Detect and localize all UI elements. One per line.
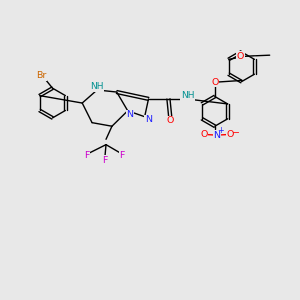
Text: NH: NH [181,92,194,100]
Text: F: F [102,156,107,165]
Text: N: N [213,130,220,140]
Text: −: − [232,127,241,136]
Text: O: O [226,130,234,139]
Text: Br: Br [36,71,46,80]
Text: N: N [145,115,152,124]
Text: O: O [200,130,208,139]
Text: F: F [119,151,124,160]
Text: N: N [127,110,134,119]
Text: O: O [167,116,174,125]
Text: NH: NH [90,82,104,91]
Text: O: O [237,52,244,61]
Text: F: F [84,151,90,160]
Text: +: + [218,126,224,135]
Text: O: O [211,78,218,87]
